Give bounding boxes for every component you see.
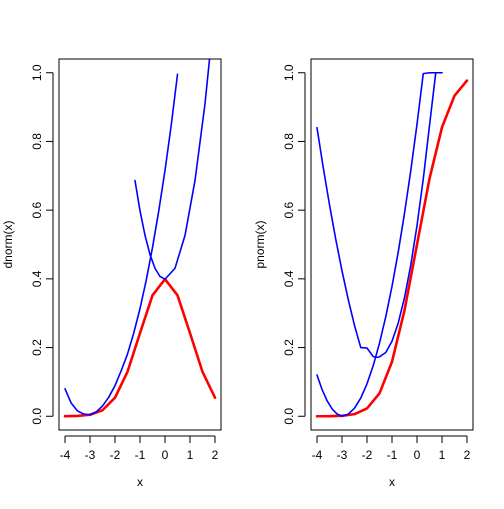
y-tick-label: 0.8 [282, 133, 296, 150]
y-tick-label: 0.0 [30, 408, 44, 425]
x-tick-label: -3 [337, 448, 348, 462]
y-tick-label: 1.0 [282, 64, 296, 81]
x-tick-label: -3 [85, 448, 96, 462]
y-tick-label: 0.6 [282, 201, 296, 218]
series-line-2 [316, 71, 443, 359]
y-tick-label: 0.2 [282, 339, 296, 356]
x-tick-label: -1 [135, 448, 146, 462]
y-tick-label: 0.2 [30, 339, 44, 356]
y-axis-label: dnorm(x) [1, 220, 15, 268]
panel-left: -4 -3 -2 -1 0 1 2 x 0.0 0.2 0.4 0.6 0.8 1.0 dnorm(x) [1, 58, 222, 489]
series-group [315, 71, 469, 418]
series-line-0 [63, 277, 217, 418]
x-tick-label: 1 [439, 448, 446, 462]
x-tick-label: 2 [464, 448, 471, 462]
y-tick-label: 0.6 [30, 201, 44, 218]
x-tick-label: 1 [187, 448, 194, 462]
x-tick-label: -2 [110, 448, 121, 462]
x-axis-label: x [137, 475, 143, 489]
series-line-1 [64, 73, 179, 416]
panel-right: -4 -3 -2 -1 0 1 2 x 0.0 0.2 0.4 0.6 0.8 1.0 pnorm(x) [253, 58, 474, 489]
y-tick-label: 0.4 [30, 270, 44, 287]
y-axis-label: pnorm(x) [253, 220, 267, 268]
series-line-2 [134, 59, 211, 281]
x-tick-label: -4 [60, 448, 71, 462]
x-tick-label: 2 [212, 448, 219, 462]
x-axis-label: x [389, 475, 395, 489]
plot-frame [58, 58, 222, 431]
x-tick-label: -2 [362, 448, 373, 462]
series-line-1 [316, 71, 443, 417]
y-tick-label: 0.4 [282, 270, 296, 287]
x-tick-label: 0 [162, 448, 169, 462]
x-tick-label: -1 [387, 448, 398, 462]
x-tick-label: -4 [312, 448, 323, 462]
x-tick-label: 0 [414, 448, 421, 462]
y-tick-label: 1.0 [30, 64, 44, 81]
series-line-0 [315, 79, 469, 418]
y-tick-label: 0.0 [282, 408, 296, 425]
y-tick-label: 0.8 [30, 133, 44, 150]
series-group [63, 59, 217, 418]
plot-frame [310, 58, 474, 431]
